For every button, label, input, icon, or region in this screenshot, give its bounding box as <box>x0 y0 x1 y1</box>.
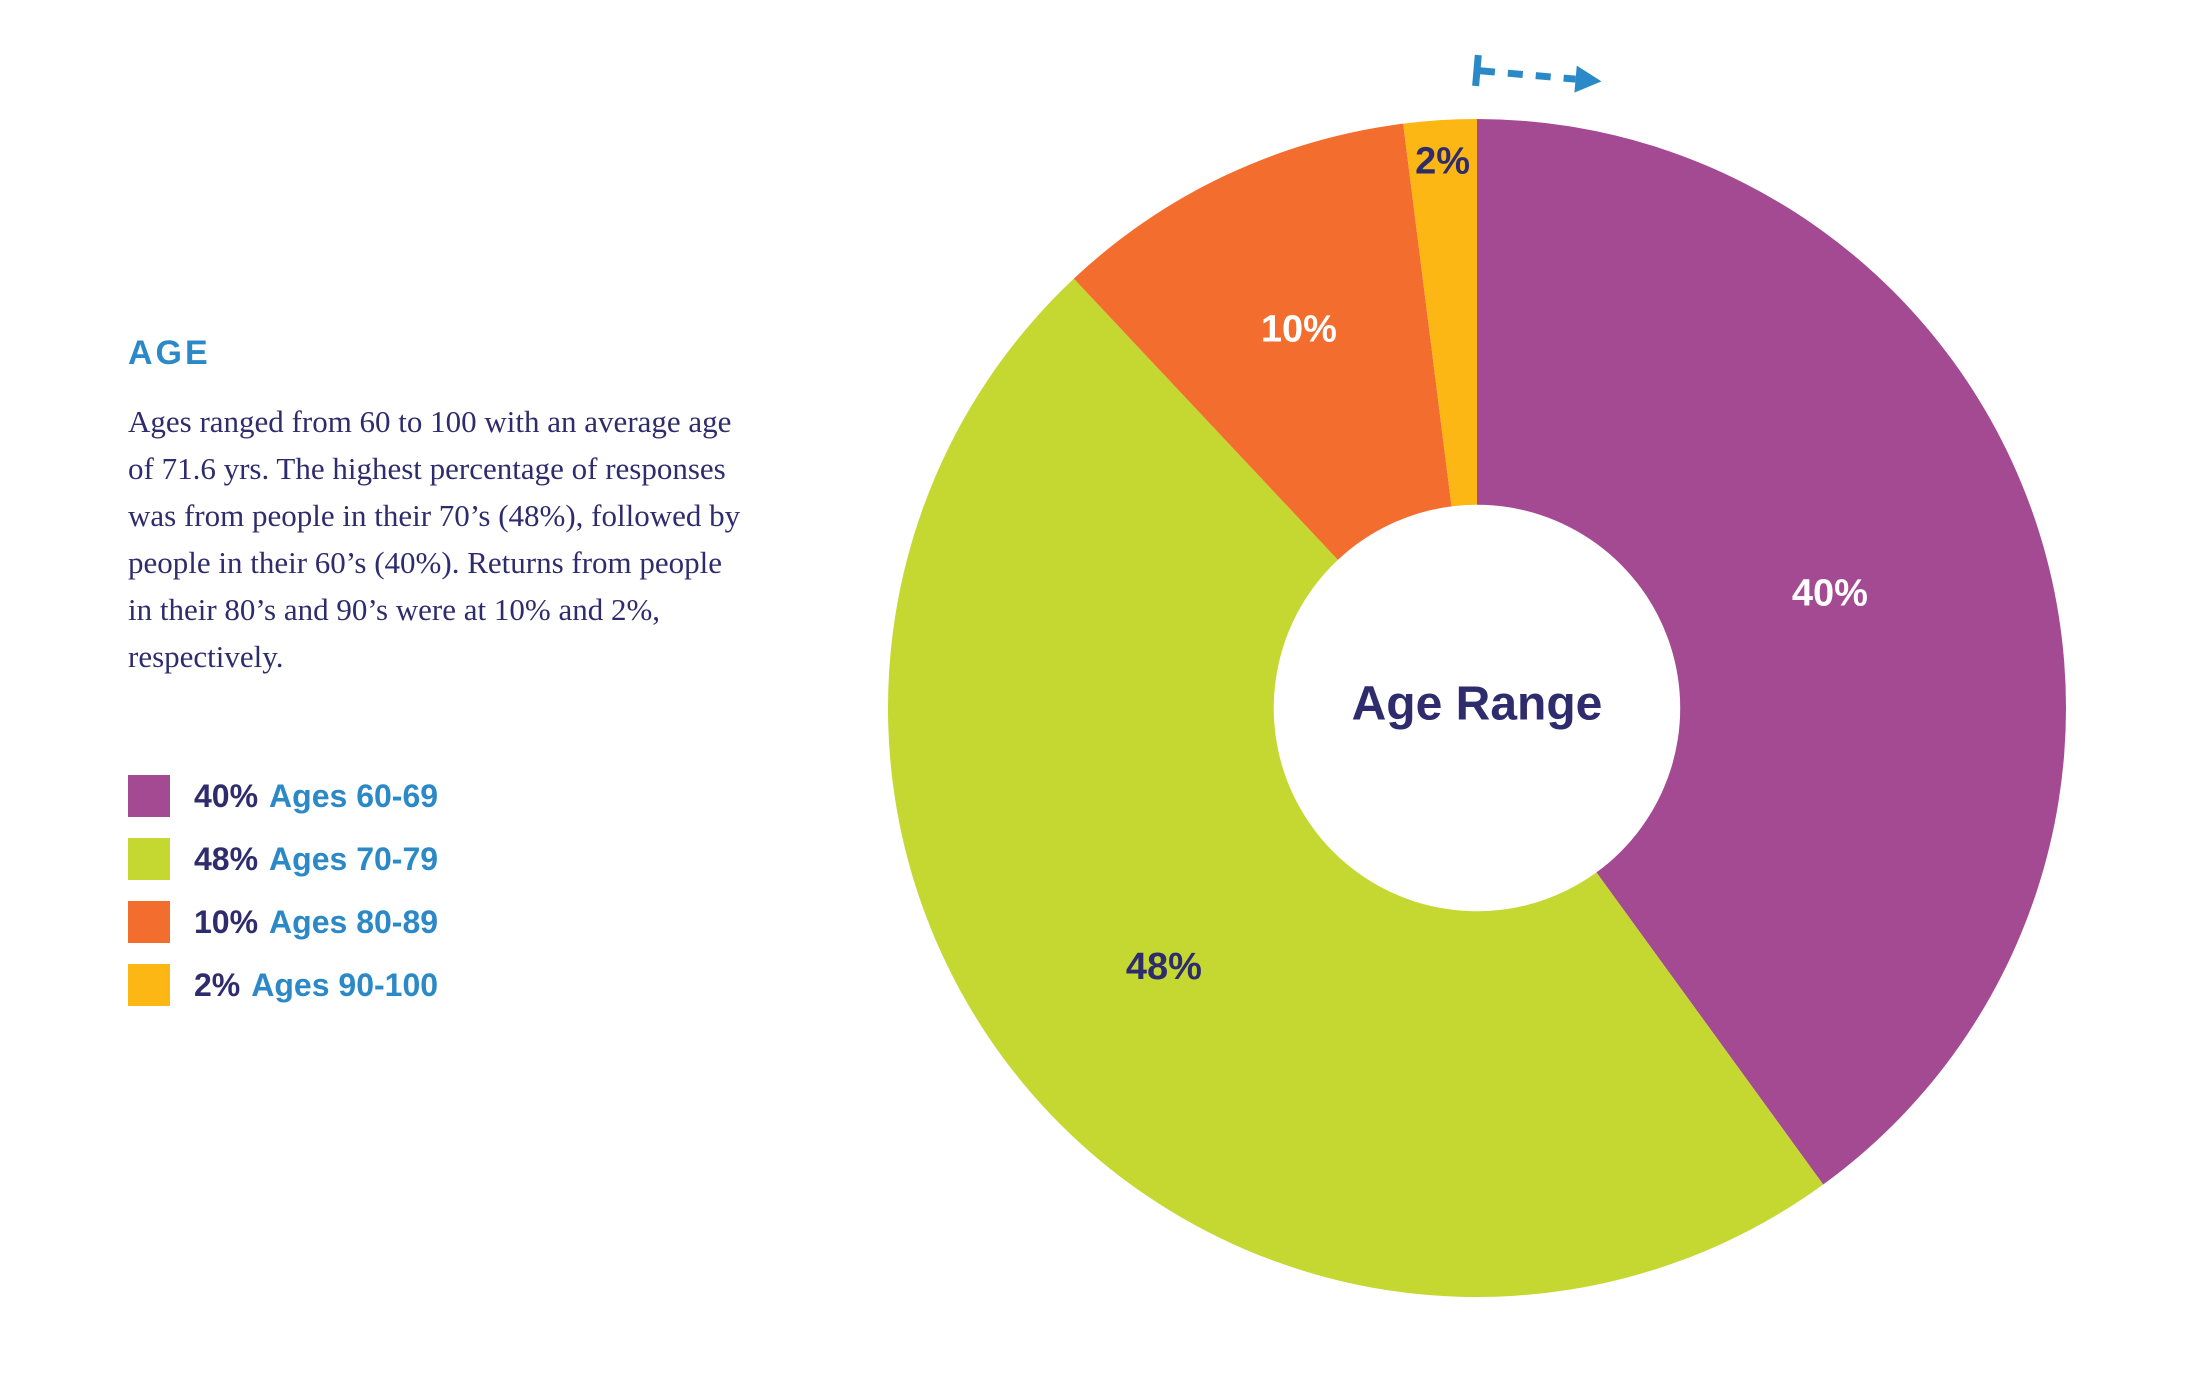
donut-slice-labels: 40% 48% 10% 2% <box>1126 140 1868 988</box>
dashed-clockwise-direction-arrow-icon <box>1472 54 1602 93</box>
legend-color-swatch <box>128 775 170 817</box>
legend-item-ages-90-100: 2% Ages 90-100 <box>128 964 438 1006</box>
section-paragraph: Ages ranged from 60 to 100 with an avera… <box>128 404 741 674</box>
donut-center-label: Age Range <box>1352 678 1603 731</box>
slice-percentage-label-ages-70-79: 48% <box>1126 946 1202 988</box>
legend-category: Ages 80-89 <box>269 903 439 940</box>
legend-category: Ages 90-100 <box>251 966 439 1003</box>
age-legend: 40% Ages 60-69 48% Ages 70-79 10% Ages 8… <box>128 775 438 1006</box>
donut-slice-ages-60-69 <box>1477 119 2067 1185</box>
legend-item-ages-80-89: 10% Ages 80-89 <box>128 901 438 943</box>
legend-percentage: 40% <box>194 777 259 814</box>
legend-category: Ages 60-69 <box>269 777 439 814</box>
donut-slice-ages-90-100 <box>1403 119 1477 507</box>
legend-percentage: 48% <box>194 840 259 877</box>
arrow-dashed-line <box>1479 67 1576 83</box>
legend-percentage: 10% <box>194 903 259 940</box>
legend-category: Ages 70-79 <box>269 840 439 877</box>
legend-item-ages-60-69: 40% Ages 60-69 <box>128 775 438 817</box>
arrow-head <box>1574 65 1602 93</box>
slice-percentage-label-ages-80-89: 10% <box>1261 309 1337 351</box>
slice-percentage-label-ages-90-100: 2% <box>1415 140 1470 182</box>
donut-slices <box>887 119 2067 1298</box>
legend-color-swatch <box>128 901 170 943</box>
section-heading: AGE <box>128 334 211 372</box>
donut-slice-ages-80-89 <box>1073 123 1452 560</box>
legend-item-ages-70-79: 48% Ages 70-79 <box>128 838 438 880</box>
legend-color-swatch <box>128 964 170 1006</box>
slice-percentage-label-ages-60-69: 40% <box>1792 572 1868 614</box>
donut-slice-ages-70-79 <box>887 278 1824 1298</box>
arrow-start-tick <box>1472 54 1482 87</box>
legend-color-swatch <box>128 838 170 880</box>
legend-percentage: 2% <box>194 966 241 1003</box>
